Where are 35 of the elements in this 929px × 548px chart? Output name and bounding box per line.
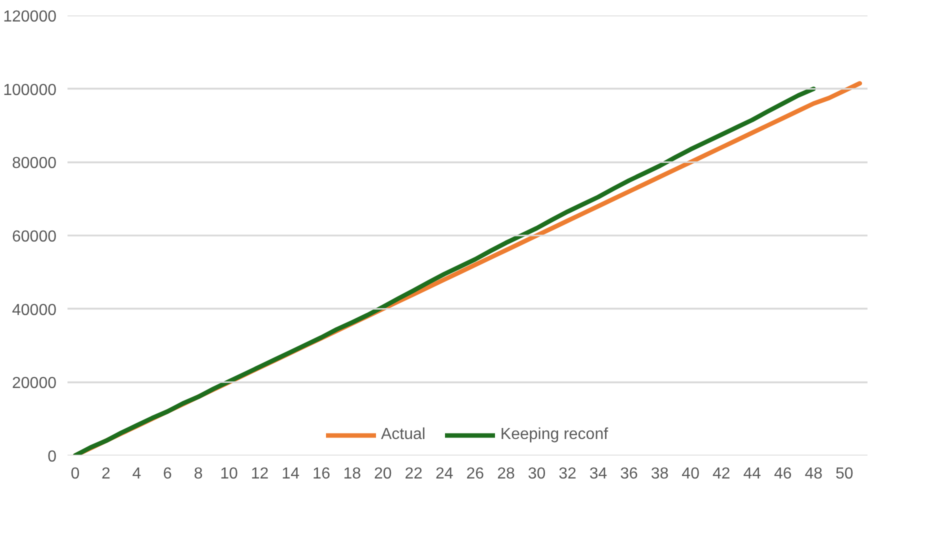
x-tick-label: 10	[220, 466, 238, 482]
legend-label: Actual	[380, 426, 426, 444]
y-tick-label: 60000	[12, 228, 57, 246]
y-tick-label: 0	[48, 448, 57, 466]
x-tick-label: 26	[466, 466, 484, 482]
x-tick-label: 8	[194, 466, 203, 482]
x-tick-label: 20	[374, 466, 392, 482]
x-tick-label: 18	[343, 466, 362, 482]
x-tick-label: 48	[804, 466, 823, 482]
y-tick-label: 20000	[12, 375, 57, 392]
x-tick-label: 44	[743, 466, 762, 482]
x-tick-label: 12	[250, 466, 269, 482]
x-tick-label: 22	[404, 466, 423, 482]
x-tick-label: 6	[163, 466, 172, 482]
x-tick-label: 28	[497, 466, 515, 482]
x-tick-label: 50	[836, 466, 854, 482]
x-tick-label: 32	[558, 466, 576, 482]
x-tick-label: 38	[650, 466, 669, 482]
x-tick-label: 16	[312, 466, 330, 482]
x-tick-label: 30	[528, 466, 546, 482]
y-tick-label: 120000	[3, 8, 57, 26]
x-tick-label: 24	[436, 466, 454, 482]
x-tick-label: 46	[774, 466, 792, 482]
x-tick-label: 4	[132, 466, 142, 482]
x-tick-label: 0	[70, 466, 80, 482]
x-tick-label: 40	[682, 466, 700, 482]
y-tick-label: 100000	[3, 82, 57, 99]
x-tick-label: 34	[589, 466, 608, 482]
x-tick-label: 14	[282, 466, 300, 482]
y-tick-label: 40000	[12, 302, 57, 319]
y-tick-label: 80000	[12, 155, 57, 172]
x-tick-label: 36	[620, 466, 638, 482]
x-tick-label: 42	[712, 466, 730, 482]
x-tick-label: 2	[102, 466, 111, 482]
legend-label: Keeping reconf	[500, 426, 608, 444]
